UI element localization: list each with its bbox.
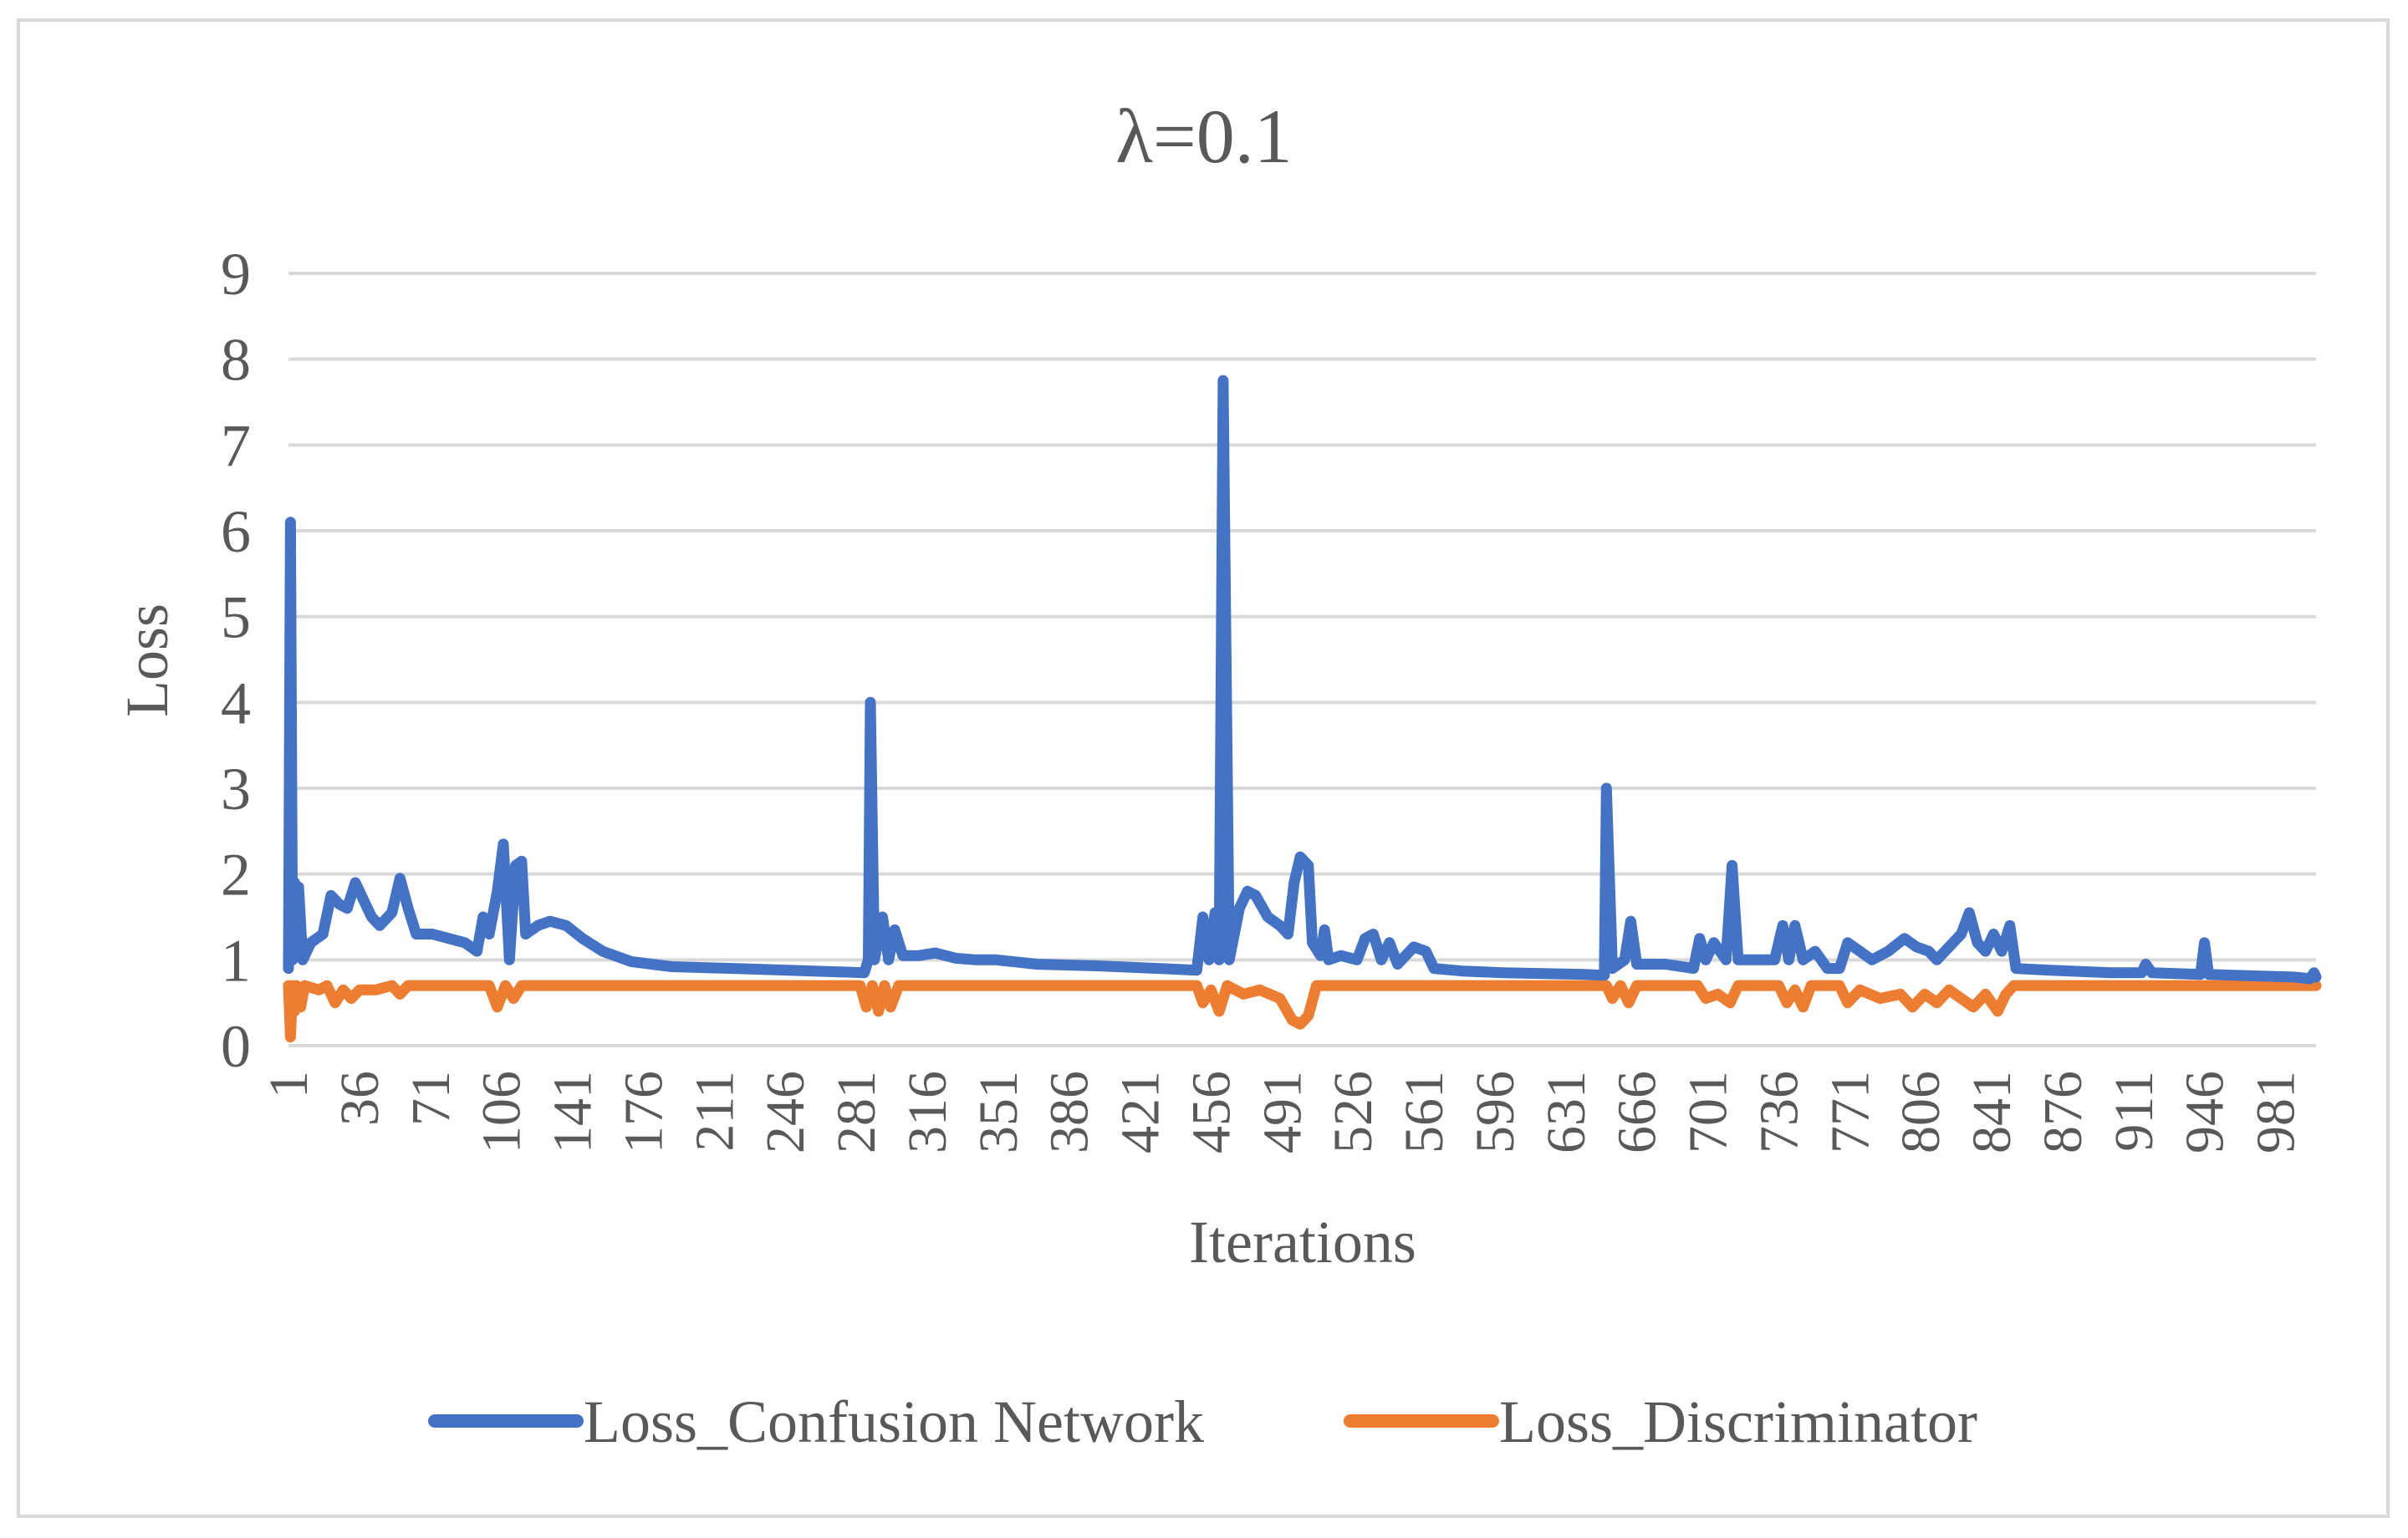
x-tick-label: 211 [684,1071,745,1152]
y-tick-label: 2 [221,842,251,909]
y-tick-label: 4 [221,670,251,736]
y-tick-label: 3 [221,756,251,822]
y-tick-label: 1 [221,927,251,994]
y-tick-label: 8 [221,327,251,394]
x-tick-label: 876 [2033,1071,2094,1154]
x-tick-label: 561 [1394,1071,1455,1154]
y-axis-label: Loss [114,603,181,717]
x-tick-label: 806 [1890,1071,1951,1154]
x-tick-label: 176 [613,1071,674,1154]
y-axis-ticks: 0 1 2 3 4 5 6 7 8 9 [221,241,251,1080]
x-tick-label: 456 [1181,1071,1242,1154]
x-tick-label: 71 [400,1071,462,1126]
x-tick-label: 841 [1962,1071,2023,1154]
x-tick-label: 491 [1252,1071,1313,1154]
legend-label-0: Loss_Confusion Network [584,1388,1204,1455]
y-tick-label: 0 [221,1013,251,1080]
y-tick-label: 9 [221,241,251,308]
legend-label-1: Loss_Discriminator [1499,1388,1977,1455]
series-line-1 [283,980,2322,1043]
x-tick-label: 386 [1039,1071,1100,1154]
x-tick-label: 1 [258,1071,319,1098]
x-tick-label: 701 [1678,1071,1739,1154]
x-tick-label: 911 [2104,1071,2165,1152]
legend: Loss_Confusion Network Loss_Discriminator [428,1388,1977,1455]
x-tick-label: 106 [472,1071,533,1154]
x-tick-label: 946 [2175,1071,2236,1154]
x-tick-label: 421 [1110,1071,1171,1154]
chart-frame [17,18,2390,1518]
y-tick-label: 6 [221,498,251,565]
x-tick-label: 771 [1819,1071,1880,1154]
x-tick-label: 526 [1323,1071,1384,1154]
chart-title: λ=0.1 [1115,94,1293,179]
x-axis-label: Iterations [1189,1209,1416,1276]
y-tick-label: 5 [221,584,251,651]
x-tick-label: 736 [1748,1071,1809,1154]
x-tick-label: 316 [897,1071,958,1154]
x-tick-label: 666 [1607,1071,1668,1154]
x-tick-label: 141 [543,1071,604,1154]
x-tick-label: 631 [1536,1071,1597,1154]
x-tick-label: 981 [2246,1071,2307,1154]
x-tick-label: 281 [826,1071,887,1154]
x-axis-ticks: 1 36 71 106 141 176 211 246 281 316 351 386 421 456 49… [258,1071,2307,1154]
series-lines [283,374,2322,1043]
x-tick-label: 36 [329,1071,390,1126]
y-tick-label: 7 [221,412,251,479]
x-tick-label: 246 [755,1071,816,1154]
x-tick-label: 351 [968,1071,1029,1154]
x-tick-label: 596 [1465,1071,1526,1154]
series-line-0 [283,374,2322,985]
